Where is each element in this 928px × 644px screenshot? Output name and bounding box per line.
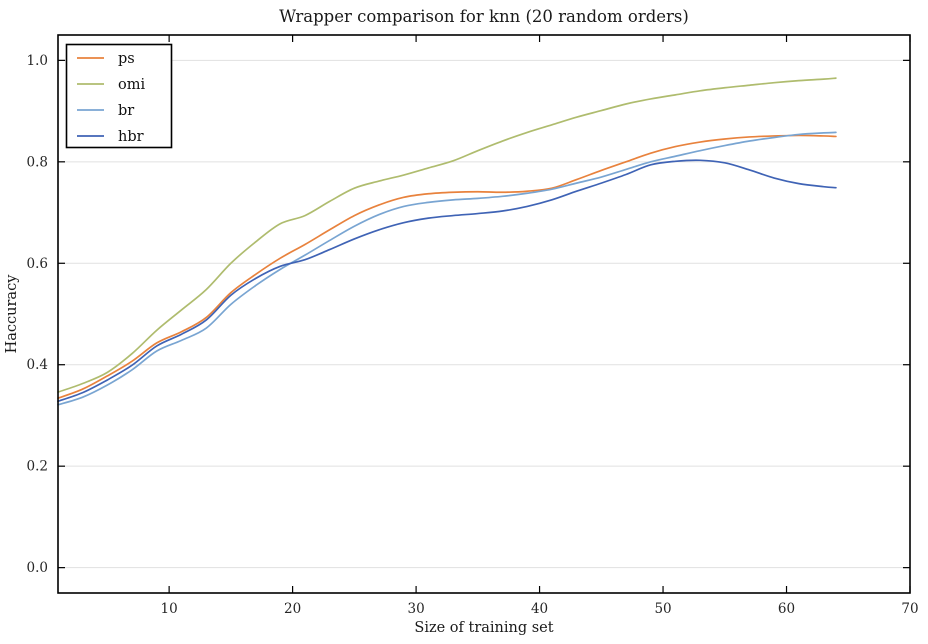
y-axis-label: Haccuracy (4, 274, 20, 354)
x-tick-label: 10 (161, 601, 178, 617)
y-tick-label: 0.4 (27, 357, 48, 373)
x-tick-label: 60 (778, 601, 795, 617)
x-tick-label: 20 (284, 601, 301, 617)
x-tick-label: 50 (654, 601, 671, 617)
x-tick-label: 30 (407, 601, 424, 617)
legend: ps omi br hbr (65, 43, 173, 149)
series-line-ps (57, 134, 837, 400)
y-tick-label: 0.6 (27, 256, 48, 272)
chart-title: Wrapper comparison for knn (20 random or… (279, 7, 689, 26)
axes-spines (57, 34, 911, 594)
legend-label-ps: ps (118, 51, 135, 67)
x-tick-label: 70 (901, 601, 918, 617)
legend-label-hbr: hbr (118, 129, 144, 145)
legend-label-omi: omi (118, 77, 145, 93)
x-tick-label: 40 (531, 601, 548, 617)
y-tick-label: 0.0 (27, 560, 48, 576)
y-tick-label: 1.0 (27, 53, 48, 69)
legend-entries: ps omi br hbr (77, 51, 145, 145)
y-tick-label: 0.8 (27, 154, 48, 170)
tick-label-layer: 10 20 30 40 50 60 70 0.0 0.2 0.4 0.6 0.8 1.0 (27, 53, 919, 617)
series-line-hbr (57, 159, 837, 403)
y-tick-label: 0.2 (27, 459, 48, 475)
grid-layer (58, 59, 910, 569)
series-line-omi (57, 77, 837, 393)
series-layer (57, 77, 837, 406)
x-axis-label: Size of training set (414, 620, 553, 636)
series-line-br (57, 131, 837, 406)
legend-box (65, 43, 173, 149)
axes-layer (57, 34, 911, 594)
legend-label-br: br (118, 103, 134, 119)
